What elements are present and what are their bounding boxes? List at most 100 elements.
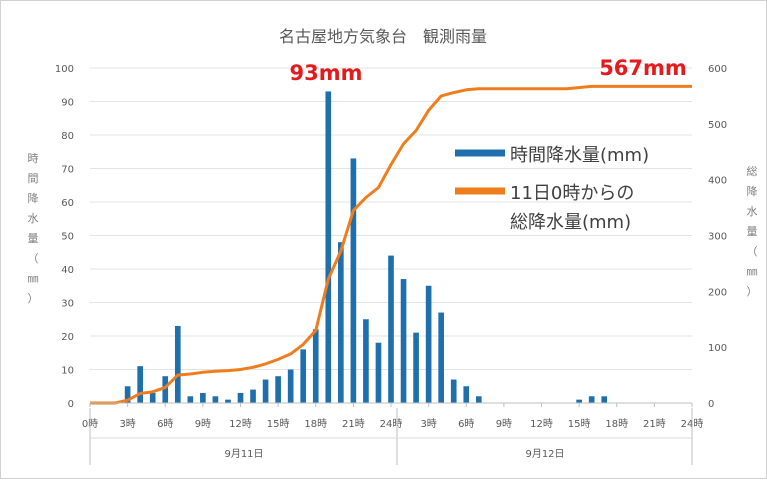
left-axis-label-char-3: 水 <box>28 212 39 225</box>
right-axis-label-char-1: 降 <box>747 184 758 198</box>
left-axis-label-char-1: 間 <box>28 172 39 185</box>
bar-hour-19 <box>325 91 332 403</box>
x-tick-label-9: 3時 <box>420 418 436 430</box>
left-axis-label: 時間降水量 （ ㎜ ） <box>28 152 39 305</box>
bar-hour-3 <box>124 386 131 403</box>
left-tick-label-70: 70 <box>61 165 74 176</box>
grid-lines <box>90 67 692 370</box>
legend-line-label-1: 11日0時からの <box>510 183 634 204</box>
left-tick-label-0: 0 <box>68 399 74 410</box>
x-tick-label-10: 6時 <box>458 418 474 430</box>
callout-total: 567mm <box>599 56 687 80</box>
right-axis-label-char-4: （ <box>747 245 758 258</box>
x-tick-label-1: 3時 <box>119 418 135 430</box>
bar-series <box>124 91 608 403</box>
right-axis-label-char-0: 総 <box>747 164 758 178</box>
legend-line-label-2: 総降水量(mm) <box>510 212 631 233</box>
bar-hour-16 <box>287 369 294 403</box>
right-tick-label-300: 300 <box>708 232 727 243</box>
right-axis-label-char-2: 水 <box>747 205 758 218</box>
left-axis-label-char-5: （ <box>28 252 39 265</box>
line-series <box>90 84 692 405</box>
left-axis-ticks: 0 10 20 30 40 50 60 70 80 90 100 <box>55 64 74 410</box>
bar-hour-22 <box>363 319 369 403</box>
left-tick-label-40: 40 <box>61 265 74 276</box>
left-tick-label-80: 80 <box>61 131 74 142</box>
date-label-sep12: 9月12日 <box>525 448 564 460</box>
x-tick-label-11: 9時 <box>496 418 512 430</box>
bar-hour-30 <box>463 386 470 403</box>
bar-hour-31 <box>475 396 482 403</box>
bar-hour-13 <box>250 389 256 403</box>
right-tick-label-500: 500 <box>708 120 727 131</box>
x-tick-label-2: 6時 <box>157 418 173 430</box>
x-tick-label-7: 21時 <box>342 418 365 430</box>
bar-hour-27 <box>425 285 432 403</box>
left-axis-label-char-6: ㎜ <box>28 272 39 285</box>
x-tick-label-13: 15時 <box>568 418 591 430</box>
bar-hour-24 <box>388 255 394 403</box>
x-tick-label-3: 9時 <box>195 418 211 430</box>
x-tick-label-14: 18時 <box>605 418 628 430</box>
bar-hour-12 <box>237 392 244 403</box>
bar-hour-14 <box>262 379 269 403</box>
left-tick-label-10: 10 <box>61 366 74 377</box>
bar-hour-29 <box>450 379 457 403</box>
bar-hour-7 <box>174 325 181 403</box>
bar-hour-4 <box>137 366 143 403</box>
left-axis-label-char-7: ） <box>28 292 39 305</box>
right-tick-label-600: 600 <box>708 64 727 75</box>
bar-hour-28 <box>438 312 444 403</box>
bar-hour-23 <box>375 342 382 403</box>
right-axis-label-char-6: ） <box>747 285 758 298</box>
legend: 時間降水量(mm) 11日0時からの 総降水量(mm) <box>455 145 649 233</box>
bar-hour-5 <box>149 392 156 403</box>
bar-hour-18 <box>312 329 319 403</box>
right-axis-ticks: 0 100 200 300 400 500 600 <box>708 64 727 410</box>
x-axis-ticks: 0時 3時 6時 9時 12時 15時 18時 21時 24時 3時 6時 9時 12時 15時 18時 21… <box>82 403 703 430</box>
right-axis-label-char-3: 量 <box>747 225 758 238</box>
right-axis-label: 総降水量 （ ㎜ ） <box>747 164 758 298</box>
chart-title: 名古屋地方気象台 観測雨量 <box>279 27 487 46</box>
bar-hour-8 <box>187 396 194 403</box>
left-axis-label-char-0: 時 <box>28 152 39 165</box>
bar-hour-25 <box>400 279 407 403</box>
bar-hour-40 <box>588 396 595 403</box>
left-tick-label-90: 90 <box>61 98 74 109</box>
left-tick-label-20: 20 <box>61 332 74 343</box>
left-tick-label-60: 60 <box>61 198 74 209</box>
bar-hour-41 <box>601 396 608 403</box>
date-label-sep11: 9月11日 <box>224 448 263 460</box>
left-tick-label-50: 50 <box>61 232 74 243</box>
bar-hour-21 <box>350 158 357 403</box>
callout-peak-hourly: 93mm <box>290 61 363 85</box>
bar-hour-15 <box>275 376 281 403</box>
left-axis-label-char-2: 降 <box>28 191 39 205</box>
x-tick-label-6: 18時 <box>304 418 327 430</box>
bar-hour-10 <box>212 396 219 403</box>
x-tick-label-8: 24時 <box>380 418 403 430</box>
left-tick-label-30: 30 <box>61 299 74 310</box>
bar-hour-6 <box>162 376 169 403</box>
bar-hour-26 <box>413 332 419 403</box>
right-tick-label-0: 0 <box>708 399 714 410</box>
bar-hour-9 <box>200 392 206 403</box>
right-tick-label-100: 100 <box>708 343 727 354</box>
right-axis-label-char-5: ㎜ <box>747 265 758 278</box>
bar-hour-39 <box>576 399 582 403</box>
bar-hour-17 <box>300 349 307 403</box>
right-tick-label-400: 400 <box>708 176 727 187</box>
right-tick-label-200: 200 <box>708 287 727 298</box>
x-tick-label-15: 21時 <box>643 418 666 430</box>
left-tick-label-100: 100 <box>55 64 74 75</box>
x-tick-label-12: 12時 <box>530 418 553 430</box>
bar-hour-11 <box>225 399 231 403</box>
bar-hour-20 <box>338 242 344 403</box>
x-tick-label-5: 15時 <box>267 418 290 430</box>
legend-bar-label: 時間降水量(mm) <box>510 145 649 166</box>
x-tick-label-4: 12時 <box>229 418 252 430</box>
left-axis-label-char-4: 量 <box>28 232 39 245</box>
cumulative-rainfall-line <box>90 84 692 405</box>
